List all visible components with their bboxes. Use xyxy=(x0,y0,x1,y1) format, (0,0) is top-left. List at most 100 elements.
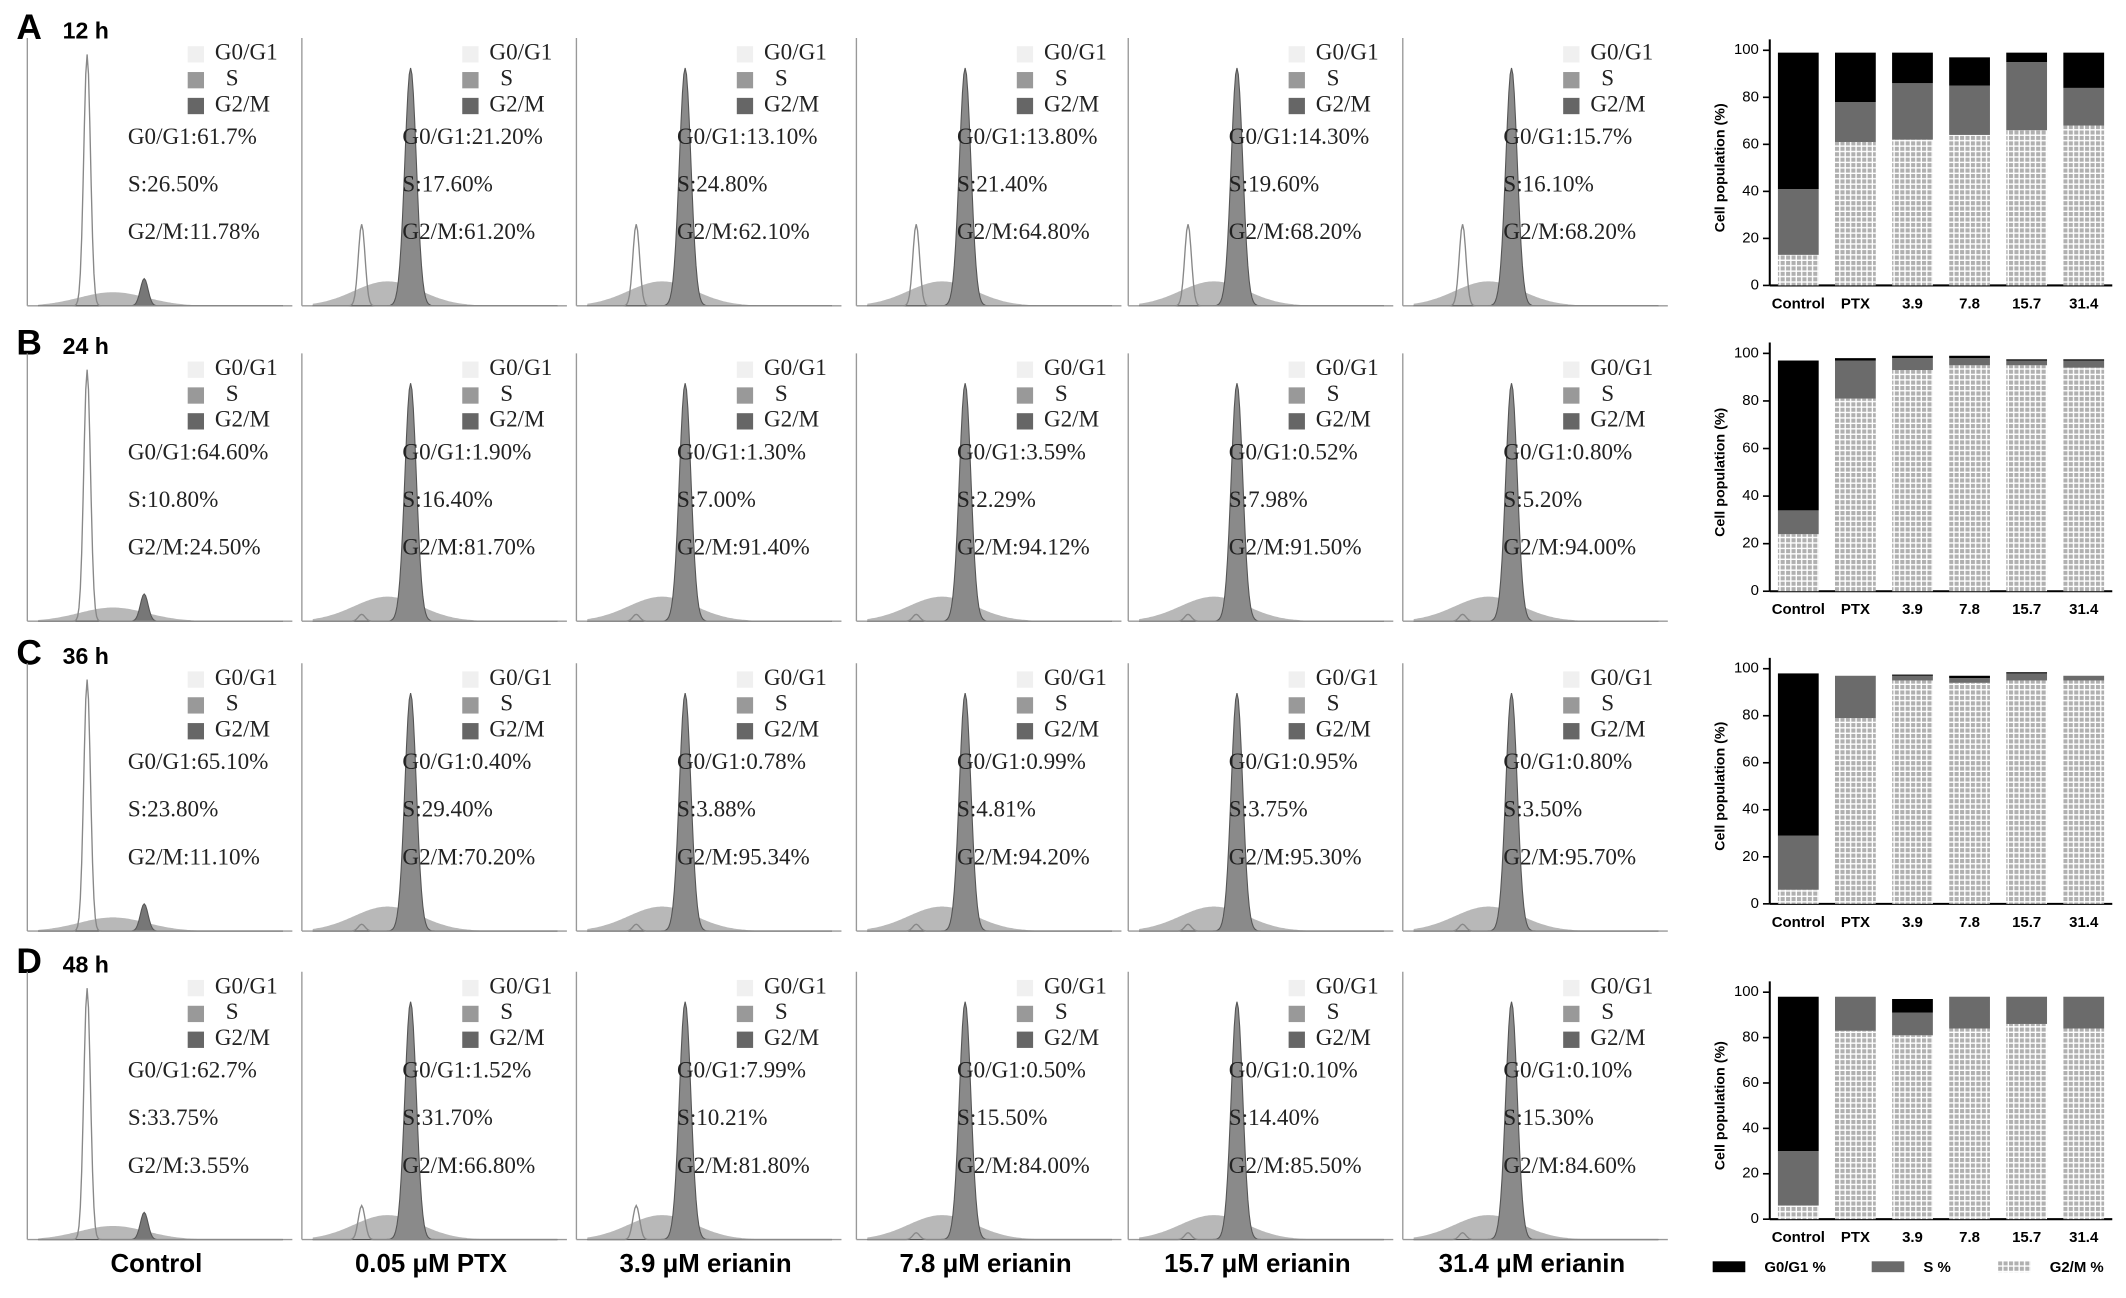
legend-label: G2/M xyxy=(764,716,819,742)
panel-time: 48 h xyxy=(63,951,109,977)
legend-swatch xyxy=(1563,671,1580,688)
legend-label: G0/G1 xyxy=(215,39,278,65)
cell-cycle-stat: G0/G1:0.10% xyxy=(1503,1057,1632,1083)
legend-label: S xyxy=(226,380,239,406)
y-tick-label: 40 xyxy=(1742,801,1759,818)
bar-segment xyxy=(1892,675,1933,681)
bar-segment xyxy=(1892,52,1933,84)
cell-cycle-stat: G2/M:85.50% xyxy=(1229,1152,1362,1178)
bar-segment xyxy=(2063,359,2105,361)
bar-segment xyxy=(1949,365,1990,592)
legend-label: G0/G1 xyxy=(489,39,552,65)
legend-swatch xyxy=(1288,387,1305,404)
panel-label: A xyxy=(16,8,42,47)
bar-segment xyxy=(2006,359,2048,361)
histogram-g1-peak xyxy=(312,923,558,932)
legend-label: S xyxy=(500,380,513,406)
y-tick-label: 60 xyxy=(1742,1074,1759,1091)
legend-swatch xyxy=(462,1005,479,1023)
histogram-g1-peak xyxy=(1413,224,1659,307)
legend-swatch xyxy=(736,413,754,430)
legend-swatch xyxy=(1288,1005,1305,1023)
legend-label: G2/M xyxy=(1590,406,1645,432)
legend-swatch xyxy=(1563,387,1580,404)
histogram-g1-peak xyxy=(867,1232,1112,1241)
histogram-s-area xyxy=(867,906,1112,932)
cell-cycle-stat: S:2.29% xyxy=(957,486,1036,512)
bar-segment xyxy=(1777,52,1819,190)
legend-swatch xyxy=(1288,671,1305,688)
legend-label: G0/G1 xyxy=(1590,354,1653,380)
histogram-g1-peak xyxy=(38,54,283,307)
bar-segment xyxy=(1835,996,1876,1031)
histogram-g1-peak xyxy=(312,1204,558,1241)
legend-label: G0/G1 xyxy=(489,972,552,998)
x-tick-label: 7.8 xyxy=(1959,601,1980,618)
bar-segment xyxy=(2006,680,2048,904)
cell-cycle-stat: G0/G1:3.59% xyxy=(957,438,1086,464)
bar-segment xyxy=(1892,370,1933,592)
cell-cycle-stat: G2/M:70.20% xyxy=(402,843,535,869)
legend-label: G2/M xyxy=(1316,90,1371,116)
legend-label: G2/M xyxy=(1316,1024,1371,1050)
bar-segment xyxy=(1835,52,1876,103)
panel-label: B xyxy=(16,324,42,363)
legend-swatch xyxy=(736,387,754,404)
bar-segment xyxy=(2063,675,2105,681)
cell-cycle-stat: S:5.20% xyxy=(1503,486,1582,512)
histogram-g1-peak xyxy=(1139,923,1384,932)
x-tick-label: 7.8 xyxy=(1959,914,1980,931)
cell-cycle-stat: S:23.80% xyxy=(128,796,218,822)
cell-cycle-stat: S:7.00% xyxy=(677,486,756,512)
cell-cycle-stat: S:3.50% xyxy=(1503,796,1582,822)
legend-label: G2/M xyxy=(764,90,819,116)
cell-cycle-stat: S:3.75% xyxy=(1229,796,1308,822)
condition-label: Control xyxy=(111,1250,203,1278)
panel-time: 12 h xyxy=(63,18,109,44)
cell-cycle-stat: G0/G1:0.78% xyxy=(677,748,806,774)
legend-swatch xyxy=(736,72,754,89)
legend-swatch xyxy=(462,97,479,115)
legend-label: G0/G1 xyxy=(1044,972,1107,998)
legend-label: G0/G1 % xyxy=(1764,1259,1825,1276)
cell-cycle-stat: G0/G1:7.99% xyxy=(677,1057,806,1083)
histogram-g1-peak xyxy=(38,369,283,622)
bar-segment xyxy=(1892,680,1933,904)
condition-label: 3.9 μM erianin xyxy=(619,1250,791,1278)
panel-label: C xyxy=(16,633,42,672)
x-tick-label: 15.7 xyxy=(2012,1229,2041,1246)
histogram-g1-peak xyxy=(1413,923,1659,932)
legend-label: G2/M xyxy=(1590,1024,1645,1050)
cell-cycle-stat: G2/M:81.70% xyxy=(402,533,535,559)
cell-cycle-stat: G0/G1:0.80% xyxy=(1503,438,1632,464)
legend-swatch xyxy=(1016,97,1034,115)
x-tick-label: 31.4 xyxy=(2069,295,2099,312)
bar-segment xyxy=(2063,680,2105,904)
y-tick-label: 40 xyxy=(1742,1119,1759,1136)
bar-segment xyxy=(1892,674,1933,676)
histogram-s-area xyxy=(587,596,832,622)
bar-segment xyxy=(2006,360,2048,366)
legend-label: G2/M xyxy=(1044,406,1099,432)
legend-swatch xyxy=(462,979,479,997)
y-tick-label: 60 xyxy=(1742,439,1759,456)
legend-swatch xyxy=(736,1031,754,1048)
legend-swatch xyxy=(1563,697,1580,714)
histogram-s-area xyxy=(1413,281,1659,306)
legend-swatch xyxy=(187,1005,205,1023)
cell-cycle-stat: G2/M:81.80% xyxy=(677,1152,810,1178)
legend-label: G0/G1 xyxy=(1590,664,1653,690)
histogram-g1-peak xyxy=(1139,613,1384,622)
histogram-s-area xyxy=(1413,596,1659,622)
x-tick-label: 7.8 xyxy=(1959,1229,1980,1246)
y-tick-label: 40 xyxy=(1742,182,1759,199)
cell-cycle-stat: S:15.30% xyxy=(1503,1104,1593,1130)
histogram-g1-peak xyxy=(1139,224,1384,307)
legend-label: G0/G1 xyxy=(215,664,278,690)
legend-label: S xyxy=(1055,690,1068,716)
legend-label: S xyxy=(1055,64,1068,90)
cell-cycle-stat: S:17.60% xyxy=(402,171,492,197)
legend-label: S xyxy=(500,998,513,1024)
cell-cycle-stat: G0/G1:0.10% xyxy=(1229,1057,1358,1083)
y-tick-label: 0 xyxy=(1751,1210,1759,1227)
